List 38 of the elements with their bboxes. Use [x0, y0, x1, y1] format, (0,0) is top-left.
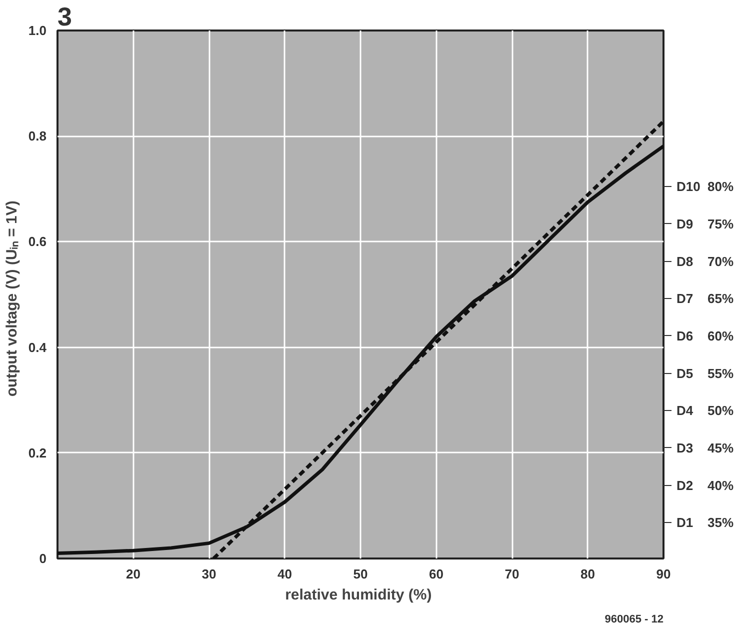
y-axis-title: output voltage (V) (Uᵢₙ = 1V) — [3, 200, 20, 397]
y-tick-label: 0.4 — [28, 340, 48, 355]
y2-tick-label: 35% — [708, 515, 734, 530]
x-tick-label: 80 — [580, 566, 595, 582]
text: D6 — [676, 328, 694, 344]
y-tick-label: 0 — [39, 551, 47, 566]
y2-tick-label: 80% — [708, 179, 734, 194]
x-tick-label: 60 — [429, 566, 444, 582]
text: D10 — [676, 179, 700, 194]
x-tick-label: 20 — [126, 566, 140, 582]
y2-tick-label: 60% — [708, 328, 734, 344]
y2-tick-label: 70% — [708, 254, 734, 269]
text: D9 — [676, 216, 694, 232]
x-tick-label: 90 — [656, 566, 671, 582]
y-tick-label: 0.6 — [28, 234, 47, 250]
y2-tick-label: 45% — [708, 440, 734, 456]
x-tick-label: 30 — [202, 566, 216, 582]
x-tick-label: 50 — [353, 566, 368, 582]
y-tick-label: 1.0 — [28, 23, 47, 38]
text: 960065 - 12 — [604, 614, 664, 626]
text: D7 — [676, 291, 694, 306]
annotation: 3 — [58, 2, 72, 32]
y2-tick-label: 40% — [708, 478, 734, 493]
text: D3 — [676, 440, 694, 456]
y-tick-label: 0.8 — [28, 128, 47, 144]
text: D1 — [676, 515, 694, 530]
x-tick-label: 70 — [504, 566, 520, 582]
text: D2 — [676, 478, 694, 493]
y2-tick-label: 55% — [708, 366, 734, 381]
y-tick-label: 0.2 — [28, 445, 47, 460]
y2-tick-label: 50% — [708, 403, 734, 418]
x-tick-label: 40 — [278, 566, 292, 582]
text: D8 — [676, 254, 694, 269]
y2-tick-label: 75% — [708, 216, 734, 232]
x-axis-title: relative humidity (%) — [285, 586, 432, 604]
text: D4 — [676, 403, 694, 418]
y2-tick-label: 65% — [708, 291, 734, 306]
text: D5 — [676, 366, 694, 381]
